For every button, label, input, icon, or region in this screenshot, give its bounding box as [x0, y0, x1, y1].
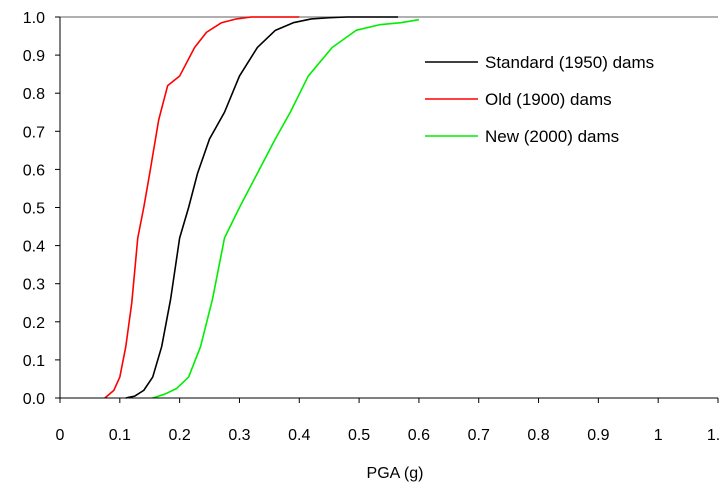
axes: 0.0 0.1 0.2 0.3 0.4 0.5 0.6 0.7 0.8 0.9 1.0 0 0.1 0.2… — [23, 10, 719, 444]
x-tick-label: 0.2 — [169, 427, 191, 444]
y-tick-label: 0.3 — [23, 277, 45, 294]
x-tick-label: 0.3 — [228, 427, 250, 444]
x-axis-title: PGA (g) — [367, 465, 424, 482]
x-tick-label: 0.5 — [348, 427, 370, 444]
x-tick-label: 0.6 — [408, 427, 430, 444]
x-tick-label: 1.1 — [707, 427, 719, 444]
x-tick-label: 0.7 — [468, 427, 490, 444]
x-tick-label: 1 — [654, 427, 663, 444]
y-tick-label: 0.6 — [23, 162, 45, 179]
x-tick-label: 0.1 — [109, 427, 131, 444]
y-tick-label: 0.5 — [23, 201, 45, 218]
series-line-old-1900-dams — [104, 16, 300, 399]
y-tick-label: 0.4 — [23, 239, 45, 256]
legend: Standard (1950) dams Old (1900) dams New (… — [425, 53, 654, 146]
legend-label: Old (1900) dams — [485, 90, 612, 109]
y-tick-label: 0.7 — [23, 124, 45, 141]
series-line-standard-1950-dams — [125, 16, 398, 399]
x-tick-label: 0.4 — [288, 427, 310, 444]
legend-label: Standard (1950) dams — [485, 53, 654, 72]
y-tick-label: 0.1 — [23, 353, 45, 370]
y-tick-label: 0.8 — [23, 86, 45, 103]
y-tick-label: 1.0 — [23, 10, 45, 27]
x-tick-label: 0.9 — [587, 427, 609, 444]
x-tick-label: 0.8 — [527, 427, 549, 444]
legend-label: New (2000) dams — [485, 127, 619, 146]
y-tick-label: 0.0 — [23, 391, 45, 408]
x-tick-label: 0 — [56, 427, 65, 444]
series-line-new-2000-dams — [152, 18, 420, 399]
y-tick-label: 0.9 — [23, 48, 45, 65]
series-layer — [104, 16, 420, 399]
y-tick-label: 0.2 — [23, 315, 45, 332]
